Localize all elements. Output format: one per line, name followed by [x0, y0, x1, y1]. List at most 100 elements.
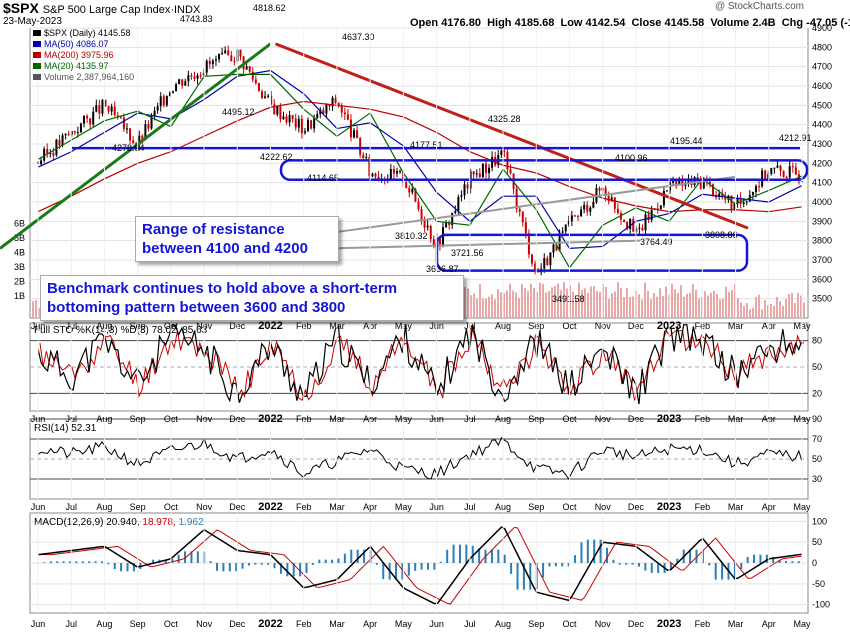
x-tick-label: May — [793, 619, 811, 629]
macd-histogram-bar — [497, 549, 500, 563]
volume-bar — [530, 283, 532, 318]
volume-bar — [641, 299, 643, 318]
price-candle-body — [208, 60, 211, 65]
price-candle-body — [356, 130, 359, 139]
sto-tick-label: 20 — [812, 388, 822, 398]
price-label-4195-44: 4195.44 — [670, 136, 703, 146]
sto-tick-label: 50 — [812, 362, 822, 372]
price-candle-body — [644, 214, 647, 231]
volume-bar — [725, 286, 727, 318]
rsi-tick-label: 30 — [812, 474, 822, 484]
macd-histogram-bar — [107, 563, 110, 565]
legend-swatch — [33, 74, 41, 80]
price-candle-body — [708, 182, 711, 185]
ticker-symbol: $SPX — [3, 0, 39, 16]
price-candle-body — [156, 106, 159, 111]
price-candle-body — [438, 238, 441, 246]
price-candle-body — [764, 170, 767, 179]
macd-tick-label: -50 — [812, 579, 825, 589]
macd-histogram-bar — [740, 563, 743, 569]
x-tick-label: Nov — [595, 619, 612, 629]
macd-histogram-bar — [785, 561, 788, 563]
volume-bar — [794, 303, 796, 318]
x-tick-label: Sep — [130, 619, 146, 629]
price-candle-body — [721, 193, 724, 197]
price-candle-body — [196, 75, 199, 79]
price-label-3764-49: 3764.49 — [640, 237, 673, 247]
price-candle-body — [46, 148, 49, 154]
price-tick-label: 4400 — [812, 120, 832, 130]
price-candle-body — [724, 196, 727, 200]
price-candle-body — [420, 208, 423, 220]
price-candle-body — [58, 139, 61, 146]
volume-bar — [476, 298, 478, 318]
volume-bar — [599, 292, 601, 318]
price-candle-body — [307, 120, 310, 131]
volume-bar — [527, 291, 529, 318]
price-candle-body — [742, 202, 745, 205]
volume-bar — [482, 298, 484, 318]
price-candle-body — [543, 258, 546, 269]
volume-bar — [680, 285, 682, 318]
volume-bar — [494, 299, 496, 318]
close-label: Close — [631, 17, 662, 29]
price-candle-body — [362, 154, 365, 159]
price-candle-body — [417, 201, 420, 209]
price-tick-label: 4500 — [812, 100, 832, 110]
volume-bar — [515, 292, 517, 318]
price-candle-body — [779, 165, 782, 171]
x-tick-label: Apr — [762, 619, 776, 629]
macd-histogram-bar — [209, 561, 212, 563]
macd-histogram-bar — [695, 549, 698, 563]
macd-histogram-bar — [426, 563, 429, 570]
price-candle-body — [61, 135, 64, 146]
volume-bar — [557, 283, 559, 318]
macd-histogram-bar — [650, 563, 653, 573]
price-candle-body — [257, 83, 260, 92]
volume-bar — [512, 290, 514, 318]
x-tick-label: Dec — [628, 502, 645, 512]
chart-date: 23-May-2023 — [3, 16, 62, 27]
macd-histogram-bar — [612, 559, 615, 563]
legend-swatch — [33, 41, 41, 47]
price-candle-body — [629, 218, 632, 229]
price-candle-body — [260, 91, 263, 98]
price-candle-body — [224, 50, 227, 53]
volume-bar — [665, 286, 667, 318]
volume-bar — [560, 290, 562, 318]
macd-histogram-bar — [420, 563, 423, 570]
price-candle-body — [659, 205, 662, 209]
macd-tick-label: -100 — [812, 600, 830, 610]
price-tick-label: 4700 — [812, 62, 832, 72]
price-candle-body — [451, 213, 454, 225]
volume-bar — [740, 302, 742, 318]
x-tick-label: Jul — [65, 619, 77, 629]
volume-bar — [485, 298, 487, 318]
rising-trendline-upper — [329, 175, 736, 234]
volume-bar — [38, 307, 40, 318]
price-candle-body — [349, 119, 352, 138]
macd-histogram-bar — [254, 563, 257, 565]
volume-tick-label: 1B — [14, 291, 25, 301]
price-candle-body — [678, 179, 681, 186]
price-candle-body — [429, 225, 432, 240]
high-label: High — [487, 17, 512, 29]
price-candle-body — [129, 128, 132, 141]
volume-bar — [644, 282, 646, 318]
uptrend-line — [0, 42, 272, 250]
macd-histogram-bar — [618, 563, 621, 565]
price-candle-body — [561, 231, 564, 233]
price-candle-body — [699, 180, 702, 189]
volume-bar — [548, 291, 550, 318]
macd-line — [37, 526, 803, 605]
macd-histogram-bar — [299, 563, 302, 577]
x-tick-label: 2022 — [258, 618, 282, 630]
legend-item-0: $SPX (Daily) 4145.58 — [44, 28, 131, 38]
macd-histogram-bar — [260, 563, 263, 565]
macd-histogram-bar — [452, 544, 455, 563]
macd-histogram-bar — [548, 563, 551, 567]
price-candle-body — [165, 95, 168, 106]
brand-watermark[interactable]: @ StockCharts.com — [714, 1, 804, 12]
price-candle-body — [359, 138, 362, 155]
volume-bar — [608, 299, 610, 318]
